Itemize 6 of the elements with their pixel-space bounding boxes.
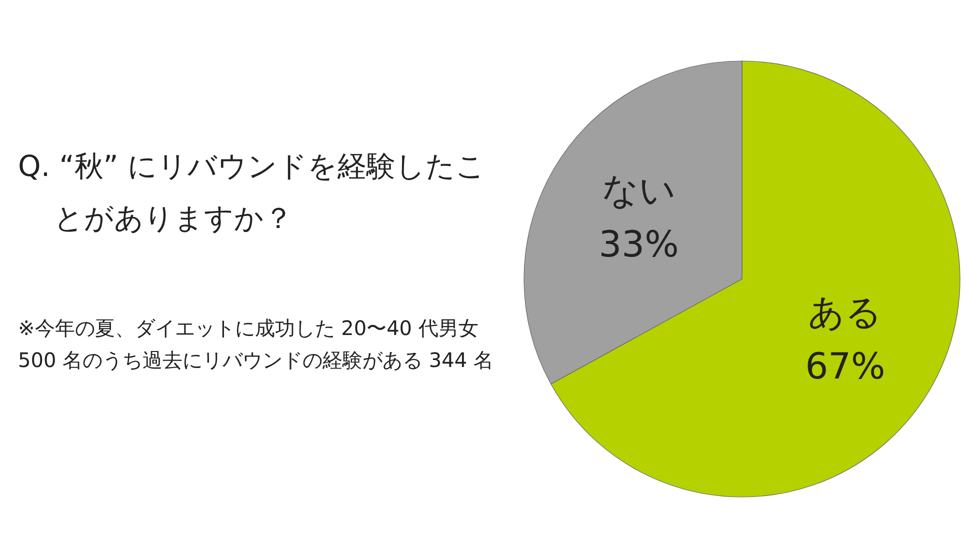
text: Q. “秋” にリバウンドを経験したことがありますか？ — [18, 148, 487, 237]
slice-label: ない — [602, 170, 676, 212]
data-label: 67% — [805, 346, 886, 388]
text: ※今年の夏、ダイエットに成功した 20〜40 代男女 500 名のうち過去にリバウンドの経験がある 344 名 — [18, 315, 494, 374]
data-label: 33% — [598, 224, 679, 266]
slice-label: ある — [808, 292, 882, 334]
